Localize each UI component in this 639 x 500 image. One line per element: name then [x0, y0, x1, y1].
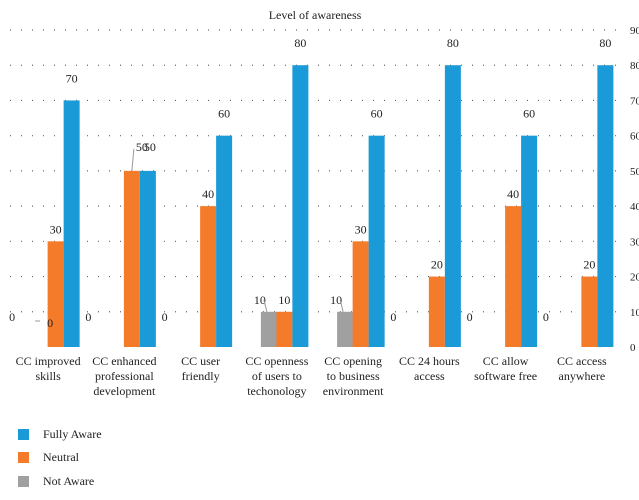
bar-fully-aware: [521, 135, 538, 347]
x-category-label: to business: [327, 369, 380, 383]
data-label: 10: [254, 293, 266, 307]
label-leader-line: [131, 148, 135, 171]
bar-fully-aware: [216, 135, 233, 347]
x-category-label: anywhere: [559, 369, 606, 383]
data-label: 70: [66, 71, 78, 85]
x-category-label: techonology: [247, 384, 306, 398]
y-tick-label: 30: [630, 236, 639, 248]
y-tick-label: 70: [630, 95, 639, 107]
data-label: 50: [136, 140, 148, 154]
bar-fully-aware: [63, 100, 80, 347]
x-category-label: friendly: [182, 369, 220, 383]
data-label: 60: [523, 107, 535, 121]
data-label: 10: [278, 293, 290, 307]
data-label: 80: [447, 36, 459, 50]
bar-neutral: [352, 241, 369, 347]
y-tick-label: 80: [630, 60, 639, 72]
data-label: 10: [330, 293, 342, 307]
y-tick-label: 20: [630, 272, 639, 284]
x-category-label: skills: [35, 369, 61, 383]
y-axis-tick-labels: 0 10 20 30 40 50 60 70 80 90: [630, 25, 639, 354]
y-tick-label: 50: [630, 166, 639, 178]
y-tick-label: 0: [630, 342, 636, 354]
bar-fully-aware: [292, 65, 309, 347]
x-category-label: CC openness: [245, 354, 308, 368]
bar-fully-aware: [139, 170, 156, 347]
data-label: 0: [9, 310, 15, 324]
x-category-label: CC enhanced: [92, 354, 156, 368]
legend-swatch: [18, 428, 29, 440]
data-label: 20: [431, 258, 443, 272]
data-label: 30: [355, 222, 367, 236]
data-label: 80: [599, 36, 611, 50]
x-category-label: professional: [95, 369, 154, 383]
y-tick-label: 90: [630, 25, 639, 37]
bar-not-aware: [260, 311, 277, 347]
bar-neutral: [276, 311, 293, 347]
chart-title: Level of awareness: [269, 8, 362, 22]
legend-label: Not Aware: [43, 473, 95, 488]
data-label: 0: [390, 310, 396, 324]
x-category-label: CC access: [557, 354, 607, 368]
legend-label: Neutral: [43, 450, 79, 464]
label-leader-line: [339, 299, 344, 312]
bars: [47, 65, 614, 347]
data-label: 20: [583, 258, 595, 272]
data-label: 60: [371, 107, 383, 121]
legend-item-neutral: Neutral: [18, 450, 102, 464]
x-category-label: CC improved: [16, 354, 81, 368]
x-category-label: software free: [474, 369, 537, 383]
legend-item-fully-aware: Fully Aware: [18, 426, 102, 441]
data-label: 80: [294, 36, 306, 50]
legend: Fully Aware Neutral Not Aware: [18, 426, 102, 499]
bar-neutral: [505, 206, 522, 347]
bar-fully-aware: [597, 65, 614, 347]
label-leader-line: [263, 299, 268, 312]
y-tick-label: 60: [630, 131, 639, 143]
data-label: 0: [543, 310, 549, 324]
data-label: 0: [85, 310, 91, 324]
legend-swatch: [18, 452, 29, 463]
data-label: 40: [202, 187, 214, 201]
y-tick-label: 40: [630, 201, 639, 213]
legend-swatch: [18, 475, 29, 487]
data-label: 30: [50, 222, 62, 236]
legend-item-not-aware: Not Aware: [18, 473, 102, 488]
bar-neutral: [123, 170, 140, 347]
data-label: 60: [218, 107, 230, 121]
data-label: 0: [467, 310, 473, 324]
bar-fully-aware: [368, 135, 385, 347]
legend-label: Fully Aware: [43, 426, 102, 441]
data-label: 40: [507, 187, 519, 201]
bar-neutral: [428, 276, 445, 347]
data-label: 50: [144, 140, 156, 154]
bar-neutral: [200, 206, 217, 347]
bar-not-aware: [337, 311, 354, 347]
x-category-label: CC 24 hours: [399, 354, 460, 368]
x-category-label: of users to: [252, 369, 302, 383]
x-category-label: CC opening: [324, 354, 382, 368]
data-label: 0: [47, 316, 53, 330]
x-category-label: CC user: [181, 354, 220, 368]
x-category-label: access: [414, 369, 445, 383]
x-category-label: environment: [323, 384, 384, 398]
bar-fully-aware: [444, 65, 461, 347]
data-label: 0: [162, 310, 168, 324]
x-category-label: development: [93, 384, 156, 398]
x-category-label: CC allow: [483, 354, 529, 368]
bar-neutral: [581, 276, 598, 347]
bar-neutral: [47, 241, 64, 347]
y-tick-label: 10: [630, 307, 639, 319]
